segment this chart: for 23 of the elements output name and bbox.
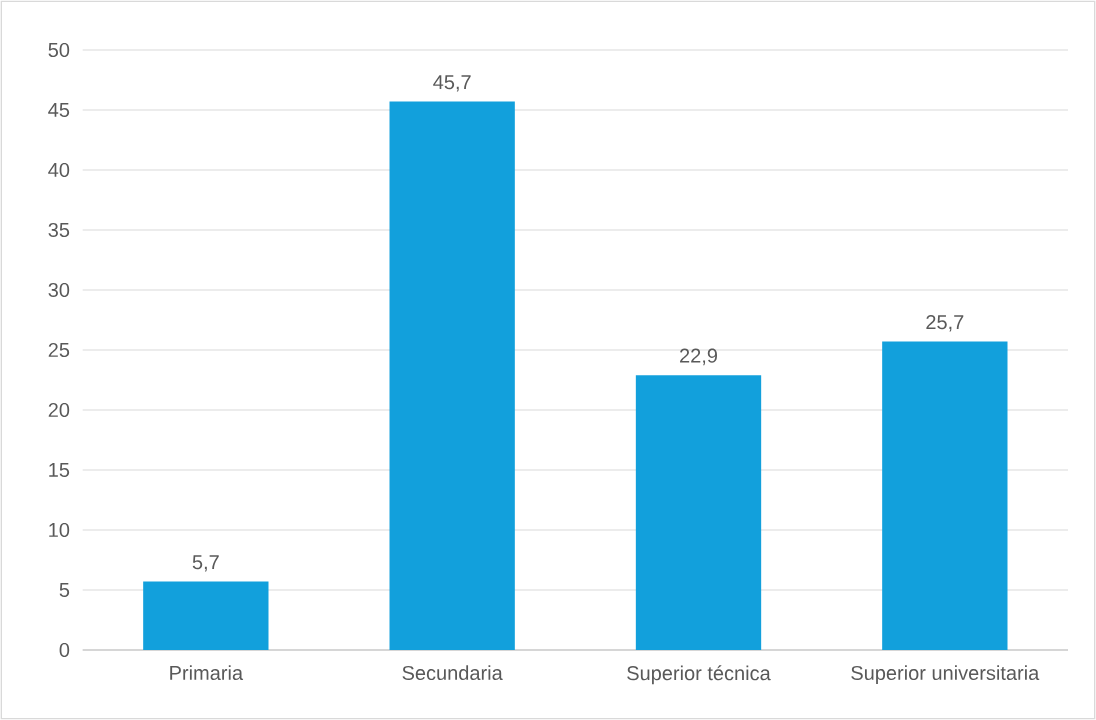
y-tick-label: 20 bbox=[48, 402, 70, 418]
x-tick-label: Superior técnica bbox=[627, 665, 771, 685]
y-tick-label: 15 bbox=[49, 463, 70, 477]
bar bbox=[389, 101, 515, 650]
y-tick-label: 50 bbox=[48, 42, 70, 58]
y-tick-label: 45 bbox=[48, 103, 70, 117]
data-label: 25,7 bbox=[926, 315, 964, 332]
y-tick-label: 25 bbox=[48, 342, 70, 358]
x-tick-label: Secundaria bbox=[402, 665, 503, 681]
y-tick-label: 40 bbox=[48, 162, 70, 178]
bar bbox=[143, 581, 269, 650]
y-tick-label: 10 bbox=[49, 522, 70, 538]
y-tick-label: 0 bbox=[59, 642, 70, 658]
y-tick-label: 30 bbox=[48, 282, 70, 298]
data-label: 45,7 bbox=[433, 75, 471, 92]
bar bbox=[882, 341, 1008, 650]
data-label: 5,7 bbox=[192, 555, 219, 572]
x-tick-label: Superior universitaria bbox=[851, 665, 1040, 684]
y-tick-label: 35 bbox=[48, 222, 70, 238]
bar bbox=[635, 375, 762, 650]
y-tick-label: 5 bbox=[59, 583, 70, 597]
x-tick-label: Primaria bbox=[170, 665, 244, 681]
data-label: 22,9 bbox=[680, 348, 717, 366]
